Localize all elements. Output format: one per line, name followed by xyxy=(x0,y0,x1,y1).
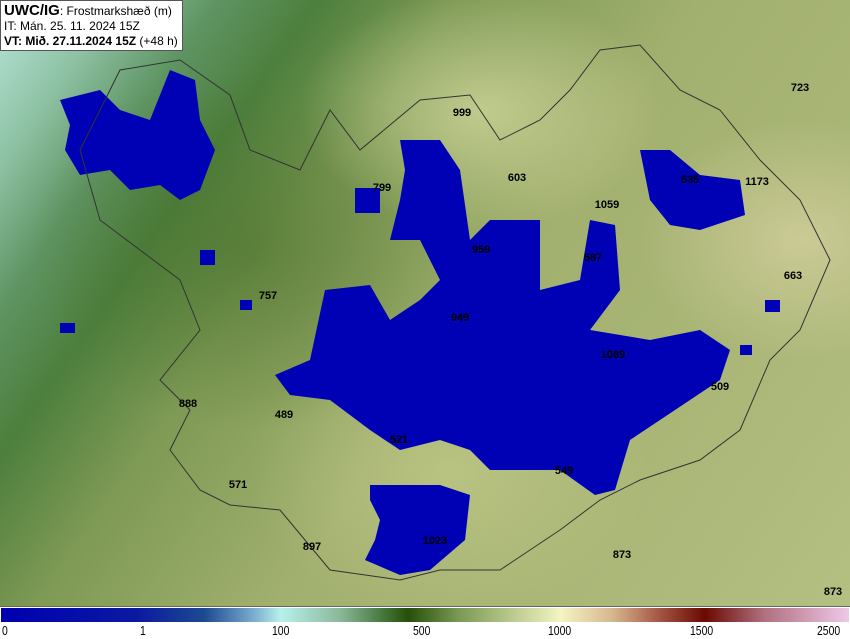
freezing-level-value: 571 xyxy=(228,479,248,491)
freezing-level-value: 897 xyxy=(302,541,322,553)
freezing-level-value: 799 xyxy=(372,182,392,194)
colorbar-tick: 500 xyxy=(413,623,431,638)
freezing-level-value: 999 xyxy=(452,107,472,119)
freezing-level-value: 489 xyxy=(274,409,294,421)
zero-freezing-level-areas xyxy=(60,70,780,575)
freezing-level-value: 549 xyxy=(554,465,574,477)
colorbar-tick: 1000 xyxy=(548,623,572,638)
freezing-level-value: 1059 xyxy=(594,199,620,211)
colorbar-tick: 0 xyxy=(2,623,8,638)
blue-area-northeast xyxy=(640,150,745,230)
freezing-level-value: 1173 xyxy=(745,176,769,188)
freezing-level-value: 663 xyxy=(783,270,803,282)
parameter-name: : Frostmarkshæð (m) xyxy=(59,4,172,18)
freezing-level-value: 1089 xyxy=(600,349,626,361)
freezing-level-value: 959 xyxy=(471,244,491,256)
map-info-box: UWC/IG: Frostmarkshæð (m) IT: Mán. 25. 1… xyxy=(0,0,183,51)
freezing-level-value: 757 xyxy=(258,290,278,302)
coastline xyxy=(79,44,831,581)
colorbar-tick: 100 xyxy=(272,623,290,638)
freezing-level-value: 949 xyxy=(450,312,470,324)
freezing-level-value: 873 xyxy=(612,549,632,561)
valid-offset: (+48 h) xyxy=(136,34,178,48)
map-overlay xyxy=(60,44,831,581)
freezing-level-value: 888 xyxy=(178,398,198,410)
freezing-level-value: 1023 xyxy=(422,535,448,547)
valid-time: VT: Mið. 27.11.2024 15Z xyxy=(4,34,137,48)
freezing-level-map: 723 999 603 535 1173 799 1059 959 587 663 757 949 10… xyxy=(0,0,850,606)
model-name: UWC/IG xyxy=(4,2,60,19)
colorbar-tick: 1500 xyxy=(690,623,714,638)
blue-area-central xyxy=(275,140,730,495)
freezing-level-value: 509 xyxy=(710,381,730,393)
colorbar-gradient xyxy=(1,608,849,622)
freezing-level-value: 723 xyxy=(790,82,810,94)
freezing-level-value: 587 xyxy=(583,252,603,264)
colorbar-tick: 1 xyxy=(140,623,146,638)
blue-area-westfjords xyxy=(60,70,215,200)
freezing-level-value: 535 xyxy=(680,174,700,186)
issue-time: IT: Mán. 25. 11. 2024 15Z xyxy=(4,19,140,33)
freezing-level-value: 873 xyxy=(823,586,843,598)
freezing-level-value: 521 xyxy=(389,434,409,446)
colorbar: 0 1 100 500 1000 1500 2500 xyxy=(0,606,850,639)
colorbar-tick: 2500 xyxy=(817,623,841,638)
blue-area-south xyxy=(365,485,470,575)
freezing-level-value: 603 xyxy=(507,172,527,184)
